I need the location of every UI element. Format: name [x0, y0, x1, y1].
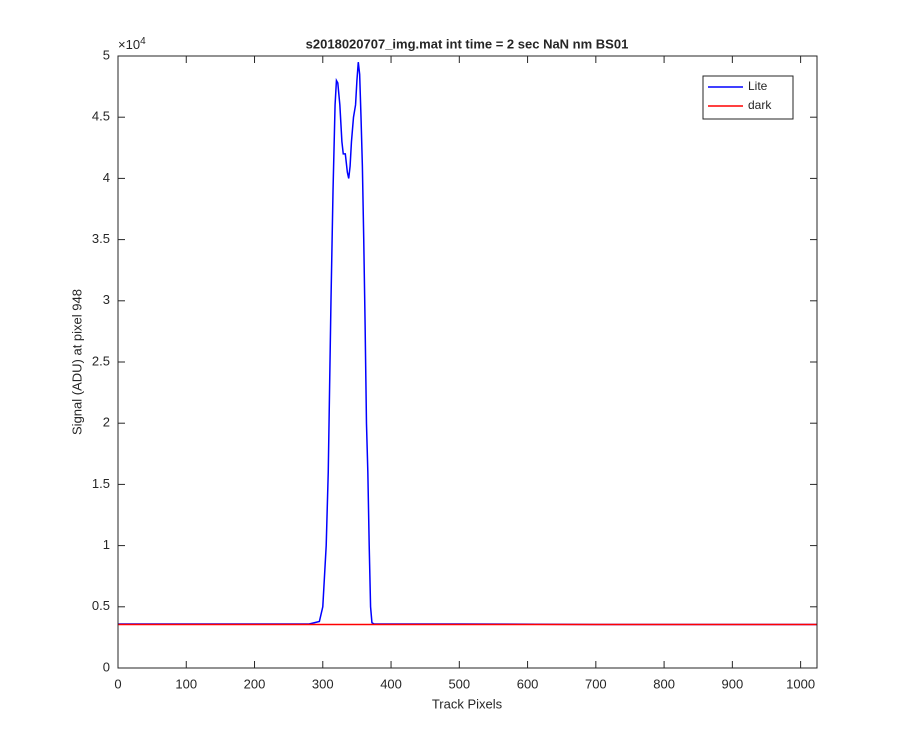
- x-tick-label: 100: [175, 676, 197, 691]
- x-axis-label: Track Pixels: [432, 696, 503, 711]
- y-tick-label: 3: [103, 292, 110, 307]
- y-tick-label: 5: [103, 47, 110, 62]
- y-tick-label: 1: [103, 537, 110, 552]
- y-tick-label: 1.5: [92, 476, 110, 491]
- legend-box: [702, 75, 794, 120]
- y-tick-label: 4: [103, 170, 110, 185]
- x-tick-label: 800: [653, 676, 675, 691]
- x-tick-label: 600: [517, 676, 539, 691]
- y-axis-label: Signal (ADU) at pixel 948: [69, 289, 84, 435]
- data-line: [118, 62, 817, 626]
- y-tick-label: 0.5: [92, 598, 110, 613]
- x-tick-label: 900: [722, 676, 744, 691]
- y-tick-label: 2: [103, 415, 110, 430]
- x-tick-label: 0: [114, 676, 121, 691]
- plot-area: [118, 56, 817, 668]
- y-multiplier-exponent: 4: [140, 36, 146, 47]
- x-tick-label: 1000: [786, 676, 815, 691]
- x-tick-label: 500: [448, 676, 470, 691]
- legend-label: Lite: [748, 79, 768, 93]
- x-tick-label: 200: [244, 676, 266, 691]
- x-tick-label: 300: [312, 676, 334, 691]
- y-multiplier-base: ×10: [118, 37, 140, 52]
- y-tick-label: 3.5: [92, 231, 110, 246]
- x-tick-label: 400: [380, 676, 402, 691]
- y-tick-label: 4.5: [92, 109, 110, 124]
- x-tick-label: 700: [585, 676, 607, 691]
- y-multiplier: ×104: [118, 36, 146, 53]
- y-tick-label: 0: [103, 659, 110, 674]
- y-tick-label: 2.5: [92, 353, 110, 368]
- chart-title: s2018020707_img.mat int time = 2 sec NaN…: [306, 36, 629, 51]
- legend-label: dark: [748, 98, 772, 112]
